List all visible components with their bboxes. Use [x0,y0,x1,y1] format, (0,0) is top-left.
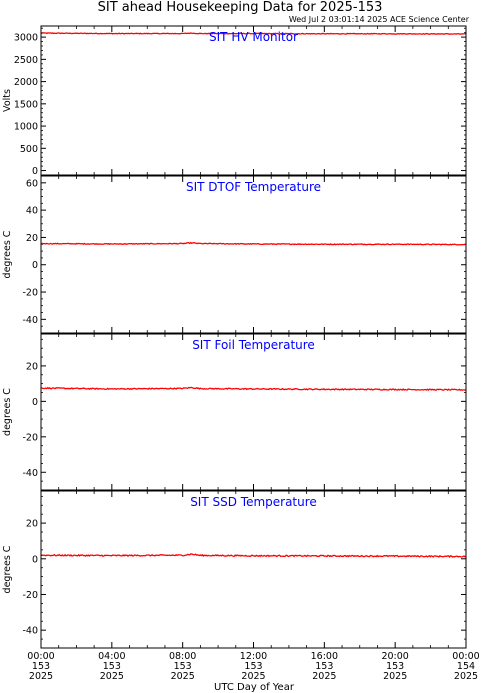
y-tick-label: -20 [22,590,38,601]
x-axis-labels: 00:00153202504:00153202508:00153202512:0… [27,651,479,682]
y-tick-label: 1000 [14,122,38,133]
main-title: SIT ahead Housekeeping Data for 2025-153 [98,0,383,15]
x-tick-label: 20:00 [381,651,408,662]
x-tick-label: 2025 [171,671,195,682]
x-tick-label: 153 [174,661,192,672]
panel-3: -40 -20 0 20 SIT Foil Temperature degrees C [2,333,467,491]
panel-title: SIT Foil Temperature [192,338,315,352]
x-tick-label: 2025 [100,671,124,682]
x-tick-label: 04:00 [98,651,125,662]
panel-frame [40,175,467,334]
panel-frame [40,490,467,649]
x-tick-label: 00:00 [452,651,479,662]
x-tick-label: 153 [103,661,121,672]
y-tick-label: 60 [26,178,38,189]
data-series-line [41,32,466,35]
data-series-line [41,241,466,246]
y-tick-label: 500 [20,144,38,155]
y-axis-label: Volts [2,89,13,112]
y-tick-label: -20 [22,432,38,443]
x-tick-label: 153 [244,661,262,672]
x-tick-label: 08:00 [169,651,196,662]
x-tick-label: 153 [386,661,404,672]
y-tick-label: 20 [26,519,38,530]
panel-title: SIT HV Monitor [209,30,298,44]
panel-title: SIT SSD Temperature [190,495,317,509]
y-tick-label: 0 [32,554,38,565]
y-tick-label: 2000 [14,77,38,88]
x-tick-label: 16:00 [311,651,338,662]
x-tick-label: 154 [457,661,475,672]
data-series-line [41,386,466,392]
y-tick-label: -40 [22,468,38,479]
x-tick-label: 2025 [383,671,407,682]
y-tick-label: 0 [32,260,38,271]
y-tick-label: 0 [32,397,38,408]
y-tick-label: 3000 [14,33,38,44]
x-tick-label: 2025 [29,671,53,682]
y-tick-label: 20 [26,361,38,372]
x-tick-label: 153 [32,661,50,672]
panel-frame [40,25,467,176]
y-tick-label: 20 [26,233,38,244]
x-tick-label: 12:00 [240,651,267,662]
y-axis-label: degrees C [2,388,13,436]
y-axis-label: degrees C [2,545,13,593]
y-tick-label: 2500 [14,55,38,66]
x-axis-title: UTC Day of Year [214,682,295,693]
y-tick-label: -40 [22,626,38,637]
y-tick-label: -40 [22,315,38,326]
x-tick-label: 2025 [312,671,336,682]
y-axis-label: degrees C [2,230,13,278]
panel-frame [40,333,467,491]
x-tick-label: 2025 [241,671,265,682]
panel-title: SIT DTOF Temperature [186,180,321,194]
panel-4: -40 -20 0 20 SIT SSD Temperature degrees C [2,490,467,649]
panel-1: 0 500 1000 1500 2000 2500 3000 SIT HV Monitor Vo… [2,25,467,177]
data-series-line [41,553,466,558]
timestamp: Wed Jul 2 03:01:14 2025 ACE Science Cent… [289,15,470,24]
x-tick-label: 00:00 [27,651,54,662]
x-tick-label: 153 [315,661,333,672]
panel-2: -40 -20 0 20 40 60 SIT DTOF Temperature degrees… [2,175,467,334]
y-tick-label: 0 [32,166,38,177]
y-tick-label: 1500 [14,99,38,110]
y-tick-label: -20 [22,288,38,299]
y-tick-label: 40 [26,206,38,217]
x-tick-label: 2025 [454,671,478,682]
